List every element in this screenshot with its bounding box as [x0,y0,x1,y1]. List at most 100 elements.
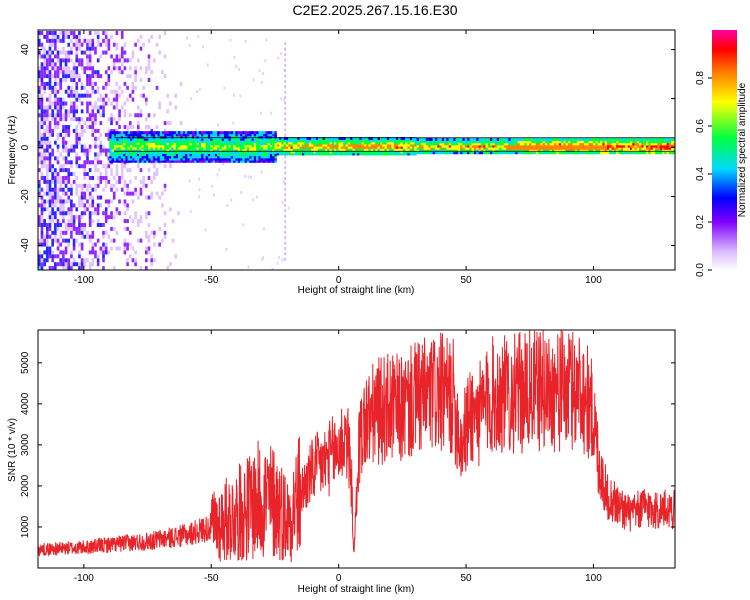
spectrogram-cell [561,142,564,146]
spectrogram-cell [274,150,277,154]
spectrogram-cell [40,175,44,180]
spectrogram-cell [155,146,158,150]
spectrogram-cell [134,133,137,137]
spectrogram-cell [191,148,195,152]
spectrogram-cell [56,121,60,126]
spectrogram-cell [46,164,49,169]
spectrogram-cell [352,137,355,141]
spectrogram-cell [75,109,79,114]
spectrogram-cell [240,155,243,159]
spectrogram-cell [229,38,232,42]
spectrogram-cell [574,140,578,144]
spectrogram-cell [483,149,486,153]
spectrogram-cell [168,150,172,154]
spectrogram-cell [152,148,156,152]
spectrogram-cell [565,146,569,150]
spectrogram-cell [132,155,135,159]
spectrogram-cell [99,140,103,145]
spectrogram-cell [437,146,440,150]
spectrogram-cell [48,113,52,118]
spectrogram-cell [219,137,222,141]
spectrogram-cell [473,142,477,146]
spectrogram-cell [618,142,621,146]
spectrogram-cell [535,144,539,148]
spectrogram-cell [382,152,385,156]
spectrogram-cell [88,50,92,55]
spectrogram-cell [194,153,197,157]
spectrogram-cell [535,140,539,144]
spectrogram-cell [453,144,456,148]
spectrogram-cell [284,79,287,83]
spectrogram-cell [43,207,46,212]
spectrogram-cell [162,131,165,135]
spectrogram-cell [102,222,105,227]
spectrogram-cell [91,250,95,255]
spectrogram-cell [196,153,199,157]
spectrogram-cell [189,155,193,159]
spectrogram-cell [180,131,183,135]
spectrogram-cell [391,137,394,141]
spectrogram-cell [480,149,484,153]
spectrogram-cell [194,159,197,163]
spectrogram-cell [43,34,46,39]
spectrogram-cell [99,132,103,137]
spectrogram-cell [64,30,68,35]
spectrogram-cell [659,142,663,146]
spectrogram-cell [64,101,68,106]
spectrogram-cell [221,133,225,137]
spectrogram-cell [311,143,314,147]
spectrogram-cell [145,183,148,188]
spectrogram-cell [67,168,71,173]
spectrogram-cell [174,254,178,259]
spectrogram-cell [54,66,57,71]
spectrogram-cell [480,140,484,144]
spectrogram-cell [386,145,390,149]
spectrogram-cell [80,230,84,235]
spectrogram-cell [345,141,348,145]
spectrogram-cell [382,150,385,154]
spectrogram-cell [233,142,236,146]
spectrogram-cell [460,144,463,148]
colorbar [712,30,737,270]
spectrogram-cell [395,145,399,149]
spectrogram-cell [281,145,284,149]
spectrogram-cell [182,133,186,137]
spectrogram-cell [118,155,121,159]
spectrogram-cell [40,54,44,59]
spectrogram-cell [164,155,167,159]
spectrogram-cell [359,139,362,143]
spectrogram-cell [400,145,403,149]
spectrogram-cell [265,142,268,146]
spectrogram-cell [88,168,92,173]
spectrogram-cell [276,150,280,154]
spectrogram-cell [91,258,95,263]
spectrogram-cell [352,152,355,156]
spectrogram-cell [253,146,257,150]
spectrogram-cell [212,148,215,152]
spectrogram-cell [136,131,140,135]
spectrogram-cell [643,138,647,141]
spectrogram-cell [517,144,520,148]
spectrogram-cell [80,226,84,231]
y-tick-label: 1000 [20,515,31,538]
spectrogram-cell [72,179,76,184]
spectrogram-cell [428,149,431,153]
spectrogram-cell [400,139,403,143]
spectrogram-cell [59,199,63,204]
spectrogram-cell [67,132,71,137]
spectrogram-cell [284,246,287,250]
spectrogram-cell [260,142,264,146]
spectrogram-cell [402,143,406,147]
spectrogram-cell [139,78,143,82]
spectrogram-cell [173,144,176,148]
spectrogram-cell [221,148,225,152]
spectrogram-cell [473,149,477,153]
spectrogram-cell [226,135,229,139]
spectrogram-cell [256,155,259,159]
spectrogram-cell [102,266,105,270]
spectrogram-cell [191,144,195,148]
spectrogram-cell [632,138,635,141]
spectrogram-cell [75,81,79,86]
spectrogram-cell [150,146,154,150]
spectrogram-cell [40,81,44,86]
